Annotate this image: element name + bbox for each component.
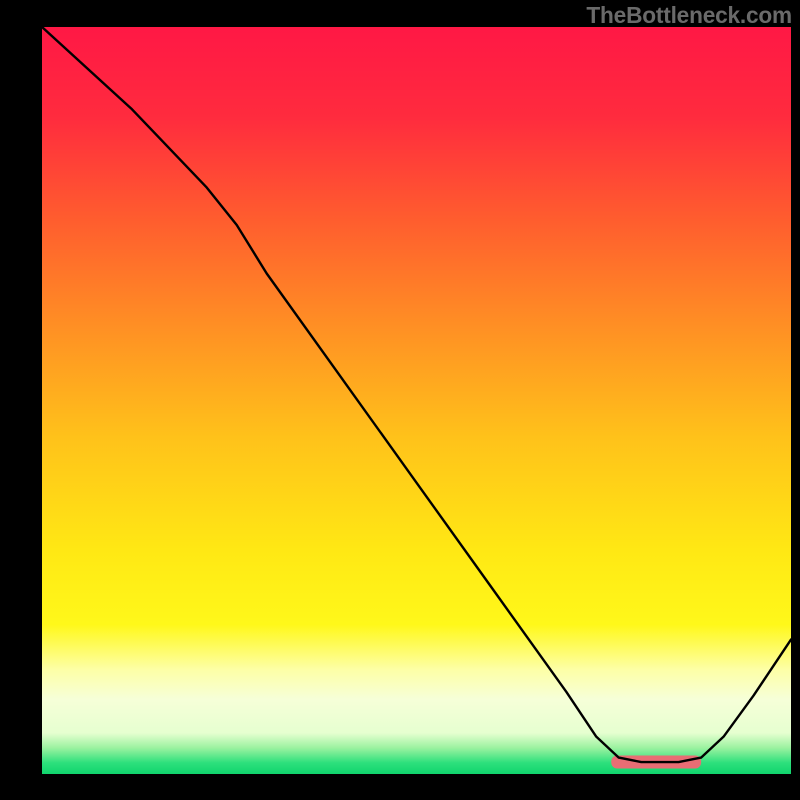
chart-svg (0, 0, 800, 800)
watermark-text: TheBottleneck.com (586, 2, 792, 29)
axis-frame-left (0, 0, 42, 800)
bottleneck-chart: TheBottleneck.com (0, 0, 800, 800)
axis-frame-bottom (0, 774, 800, 800)
plot-background (42, 27, 791, 774)
